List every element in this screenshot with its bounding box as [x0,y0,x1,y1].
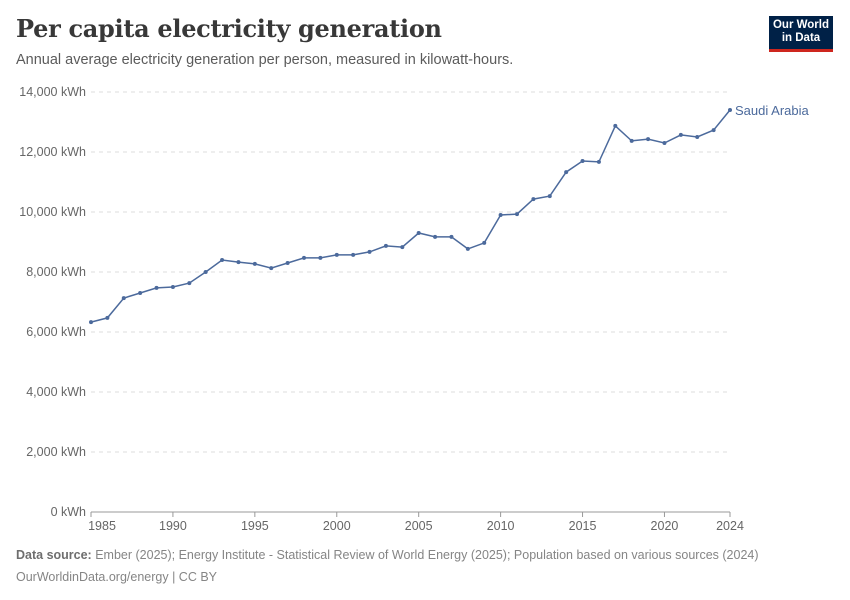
data-point[interactable] [465,246,470,251]
y-tick-label: 2,000 kWh [26,445,86,459]
license[interactable]: OurWorldinData.org/energy | CC BY [16,570,218,584]
data-point[interactable] [416,231,421,235]
data-point[interactable] [711,128,716,133]
data-point[interactable] [334,252,339,257]
data-point[interactable] [285,261,290,265]
data-point[interactable] [596,159,601,164]
data-point[interactable] [547,194,552,199]
data-point[interactable] [236,260,241,265]
data-point[interactable] [728,108,732,112]
data-point[interactable] [629,138,634,143]
source-label: Data source: [16,548,92,562]
y-tick-label: 6,000 kWh [26,325,86,339]
owid-logo[interactable]: Our World in Data [769,16,833,52]
data-point[interactable] [400,245,405,250]
data-point[interactable] [695,135,700,139]
chart-subtitle: Annual average electricity generation pe… [16,52,514,68]
x-tick-label: 2024 [716,519,744,533]
x-tick-label: 1985 [88,519,116,533]
data-point[interactable] [252,261,257,266]
data-point[interactable] [367,249,372,254]
data-point[interactable] [138,291,143,295]
data-point[interactable] [613,123,618,128]
x-tick-label: 2000 [323,519,351,533]
data-point[interactable] [383,243,388,248]
y-tick-label: 8,000 kWh [26,265,86,279]
series-label[interactable]: Saudi Arabia [735,103,809,118]
data-point[interactable] [302,255,306,260]
x-tick-label: 1990 [159,519,187,533]
data-point[interactable] [564,170,569,175]
x-tick-label: 2020 [651,519,679,533]
data-point[interactable] [531,197,536,202]
data-point[interactable] [203,270,208,274]
y-tick-label: 12,000 kWh [19,145,86,159]
x-tick-label: 2015 [569,519,597,533]
data-point[interactable] [121,296,126,301]
x-tick-label: 2010 [487,519,515,533]
data-point[interactable] [170,285,175,289]
data-point[interactable] [89,320,93,325]
y-tick-label: 14,000 kWh [19,85,86,99]
data-point[interactable] [482,240,487,245]
data-point[interactable] [318,255,323,260]
data-point[interactable] [269,266,274,271]
data-point[interactable] [580,159,585,163]
y-tick-label: 10,000 kWh [19,205,86,219]
data-point[interactable] [154,285,159,290]
x-tick-label: 1995 [241,519,269,533]
data-point[interactable] [105,315,110,320]
y-tick-label: 4,000 kWh [26,385,86,399]
data-point[interactable] [449,234,454,239]
data-point[interactable] [433,234,438,239]
data-point[interactable] [515,212,519,217]
data-point[interactable] [662,141,667,145]
y-tick-label: 0 kWh [51,505,86,519]
data-point[interactable] [187,281,192,286]
data-source: Data source: Ember (2025); Energy Instit… [16,548,759,562]
data-point[interactable] [498,213,503,217]
data-point[interactable] [351,252,356,257]
source-text[interactable]: Ember (2025); Energy Institute - Statist… [95,548,759,562]
data-point[interactable] [220,258,225,262]
data-point[interactable] [646,137,651,142]
series-line[interactable] [90,109,731,323]
line-chart: 0 kWh 2,000 kWh 4,000 kWh 6,000 kWh 8,000 kW… [19,85,809,533]
x-tick-label: 2005 [405,519,433,533]
chart-title: Per capita electricity generation [16,14,442,43]
data-point[interactable] [678,132,683,137]
